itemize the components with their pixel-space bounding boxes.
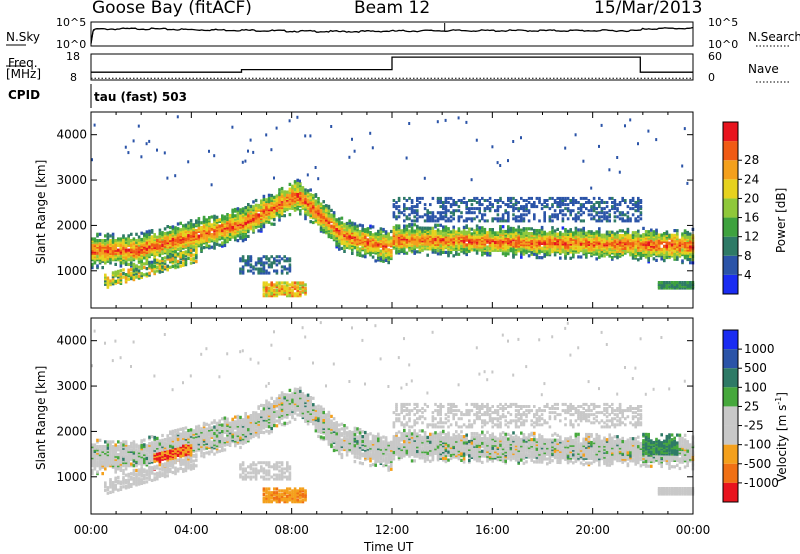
power-colorbar-label: Power [dB] xyxy=(774,187,788,253)
velocity-panel-ytick-label: 2000 xyxy=(56,424,87,438)
freq-ytick-top: 18 xyxy=(66,50,80,63)
velocity-colorbar-swatch xyxy=(723,444,738,464)
station-title: Goose Bay (fitACF) xyxy=(92,0,252,18)
cpid-value: tau (fast) 503 xyxy=(94,90,187,104)
power-colorbar-tick-label: 20 xyxy=(744,191,759,205)
power-colorbar-tick-label: 16 xyxy=(744,211,759,225)
cpid-label: CPID xyxy=(8,88,41,102)
velocity-colorbar-swatch xyxy=(723,406,738,426)
nsky-line xyxy=(90,26,694,44)
date-title: 15/Mar/2013 xyxy=(594,0,703,18)
beam-title: Beam 12 xyxy=(354,0,431,18)
velocity-colorbar-swatch xyxy=(723,349,738,369)
noise-panel-frame xyxy=(90,21,694,47)
power-colorbar-swatch xyxy=(723,236,738,256)
power-colorbar-frame xyxy=(722,121,739,295)
velocity-colorbar-swatch xyxy=(723,387,738,407)
noise-ytick-bottom: 10^0 xyxy=(56,38,87,51)
power-colorbar-swatch xyxy=(723,198,738,218)
velocity-colorbar-tick-label: -500 xyxy=(744,457,771,471)
xtick-label: 12:00 xyxy=(375,523,410,537)
velocity-colorbar-swatch xyxy=(723,368,738,388)
velocity-panel-ytick-label: 3000 xyxy=(56,379,87,393)
power-colorbar-swatch xyxy=(723,122,738,142)
freq-ytick-bottom: 8 xyxy=(70,71,77,84)
noise-ytick-top: 10^5 xyxy=(56,16,87,29)
power-colorbar-swatch xyxy=(723,179,738,199)
power-colorbar-swatch xyxy=(723,217,738,237)
power-panel-ytick-label: 2000 xyxy=(56,218,87,232)
velocity-colorbar-swatch xyxy=(723,330,738,350)
freq-line xyxy=(91,56,693,73)
nsearch-label: N.Search xyxy=(748,30,800,44)
xtick-label: 00:00 xyxy=(74,523,109,537)
velocity-ylabel: Slant Range [km] xyxy=(34,365,48,470)
power-colorbar-swatch xyxy=(723,141,738,161)
noise-ytick-right-top: 10^5 xyxy=(708,16,739,29)
velocity-colorbar-tick-label: -25 xyxy=(744,419,764,433)
freq-ytick-right-bottom: 0 xyxy=(708,71,715,84)
velocity-colorbar-swatch xyxy=(723,482,738,502)
velocity-colorbar-frame xyxy=(722,329,739,503)
nsky-start xyxy=(90,29,95,44)
power-panel-ytick-label: 4000 xyxy=(56,128,87,142)
power-colorbar-swatch xyxy=(723,255,738,275)
velocity-colorbar-tick-label: 1000 xyxy=(744,342,775,356)
power-colorbar-swatch xyxy=(723,160,738,180)
velocity-colorbar-tick-label: 500 xyxy=(744,361,767,375)
velocity-colorbar-label: Velocity [m s-1] xyxy=(774,392,789,482)
velocity-colorbar-tick-label: 100 xyxy=(744,380,767,394)
velocity-panel-frame xyxy=(90,317,694,515)
noise-ytick-right-bottom: 10^0 xyxy=(708,38,739,51)
power-panel-ytick-label: 1000 xyxy=(56,264,87,278)
velocity-panel-ytick-label: 1000 xyxy=(56,470,87,484)
freq-ytick-right-top: 60 xyxy=(708,50,722,63)
xtick-label: 00:00 xyxy=(676,523,711,537)
nsky-label: N.Sky xyxy=(6,30,41,44)
power-ylabel: Slant Range [km] xyxy=(34,159,48,264)
velocity-panel-ytick-label: 4000 xyxy=(56,334,87,348)
xtick-label: 20:00 xyxy=(575,523,610,537)
power-colorbar-tick-label: 28 xyxy=(744,153,759,167)
xaxis-label: Time UT xyxy=(364,540,414,554)
freq-panel-frame xyxy=(90,53,694,81)
power-panel-ytick-label: 3000 xyxy=(56,173,87,187)
power-colorbar-tick-label: 8 xyxy=(744,249,752,263)
power-colorbar-swatch xyxy=(723,274,738,294)
velocity-colorbar-swatch xyxy=(723,425,738,445)
velocity-colorbar-tick-label: -1000 xyxy=(744,476,779,490)
power-colorbar-tick-label: 4 xyxy=(744,268,752,282)
freq-unit-label: [MHz] xyxy=(6,67,42,81)
velocity-colorbar-tick-label: -100 xyxy=(744,438,771,452)
velocity-cells xyxy=(91,321,695,504)
power-colorbar-tick-label: 24 xyxy=(744,172,759,186)
xtick-label: 04:00 xyxy=(174,523,209,537)
velocity-colorbar-swatch xyxy=(723,463,738,483)
xtick-label: 08:00 xyxy=(274,523,309,537)
power-cells xyxy=(91,115,695,298)
xtick-label: 16:00 xyxy=(475,523,510,537)
power-colorbar-tick-label: 12 xyxy=(744,230,759,244)
nave-label: Nave xyxy=(748,62,779,76)
velocity-colorbar-tick-label: 25 xyxy=(744,399,759,413)
